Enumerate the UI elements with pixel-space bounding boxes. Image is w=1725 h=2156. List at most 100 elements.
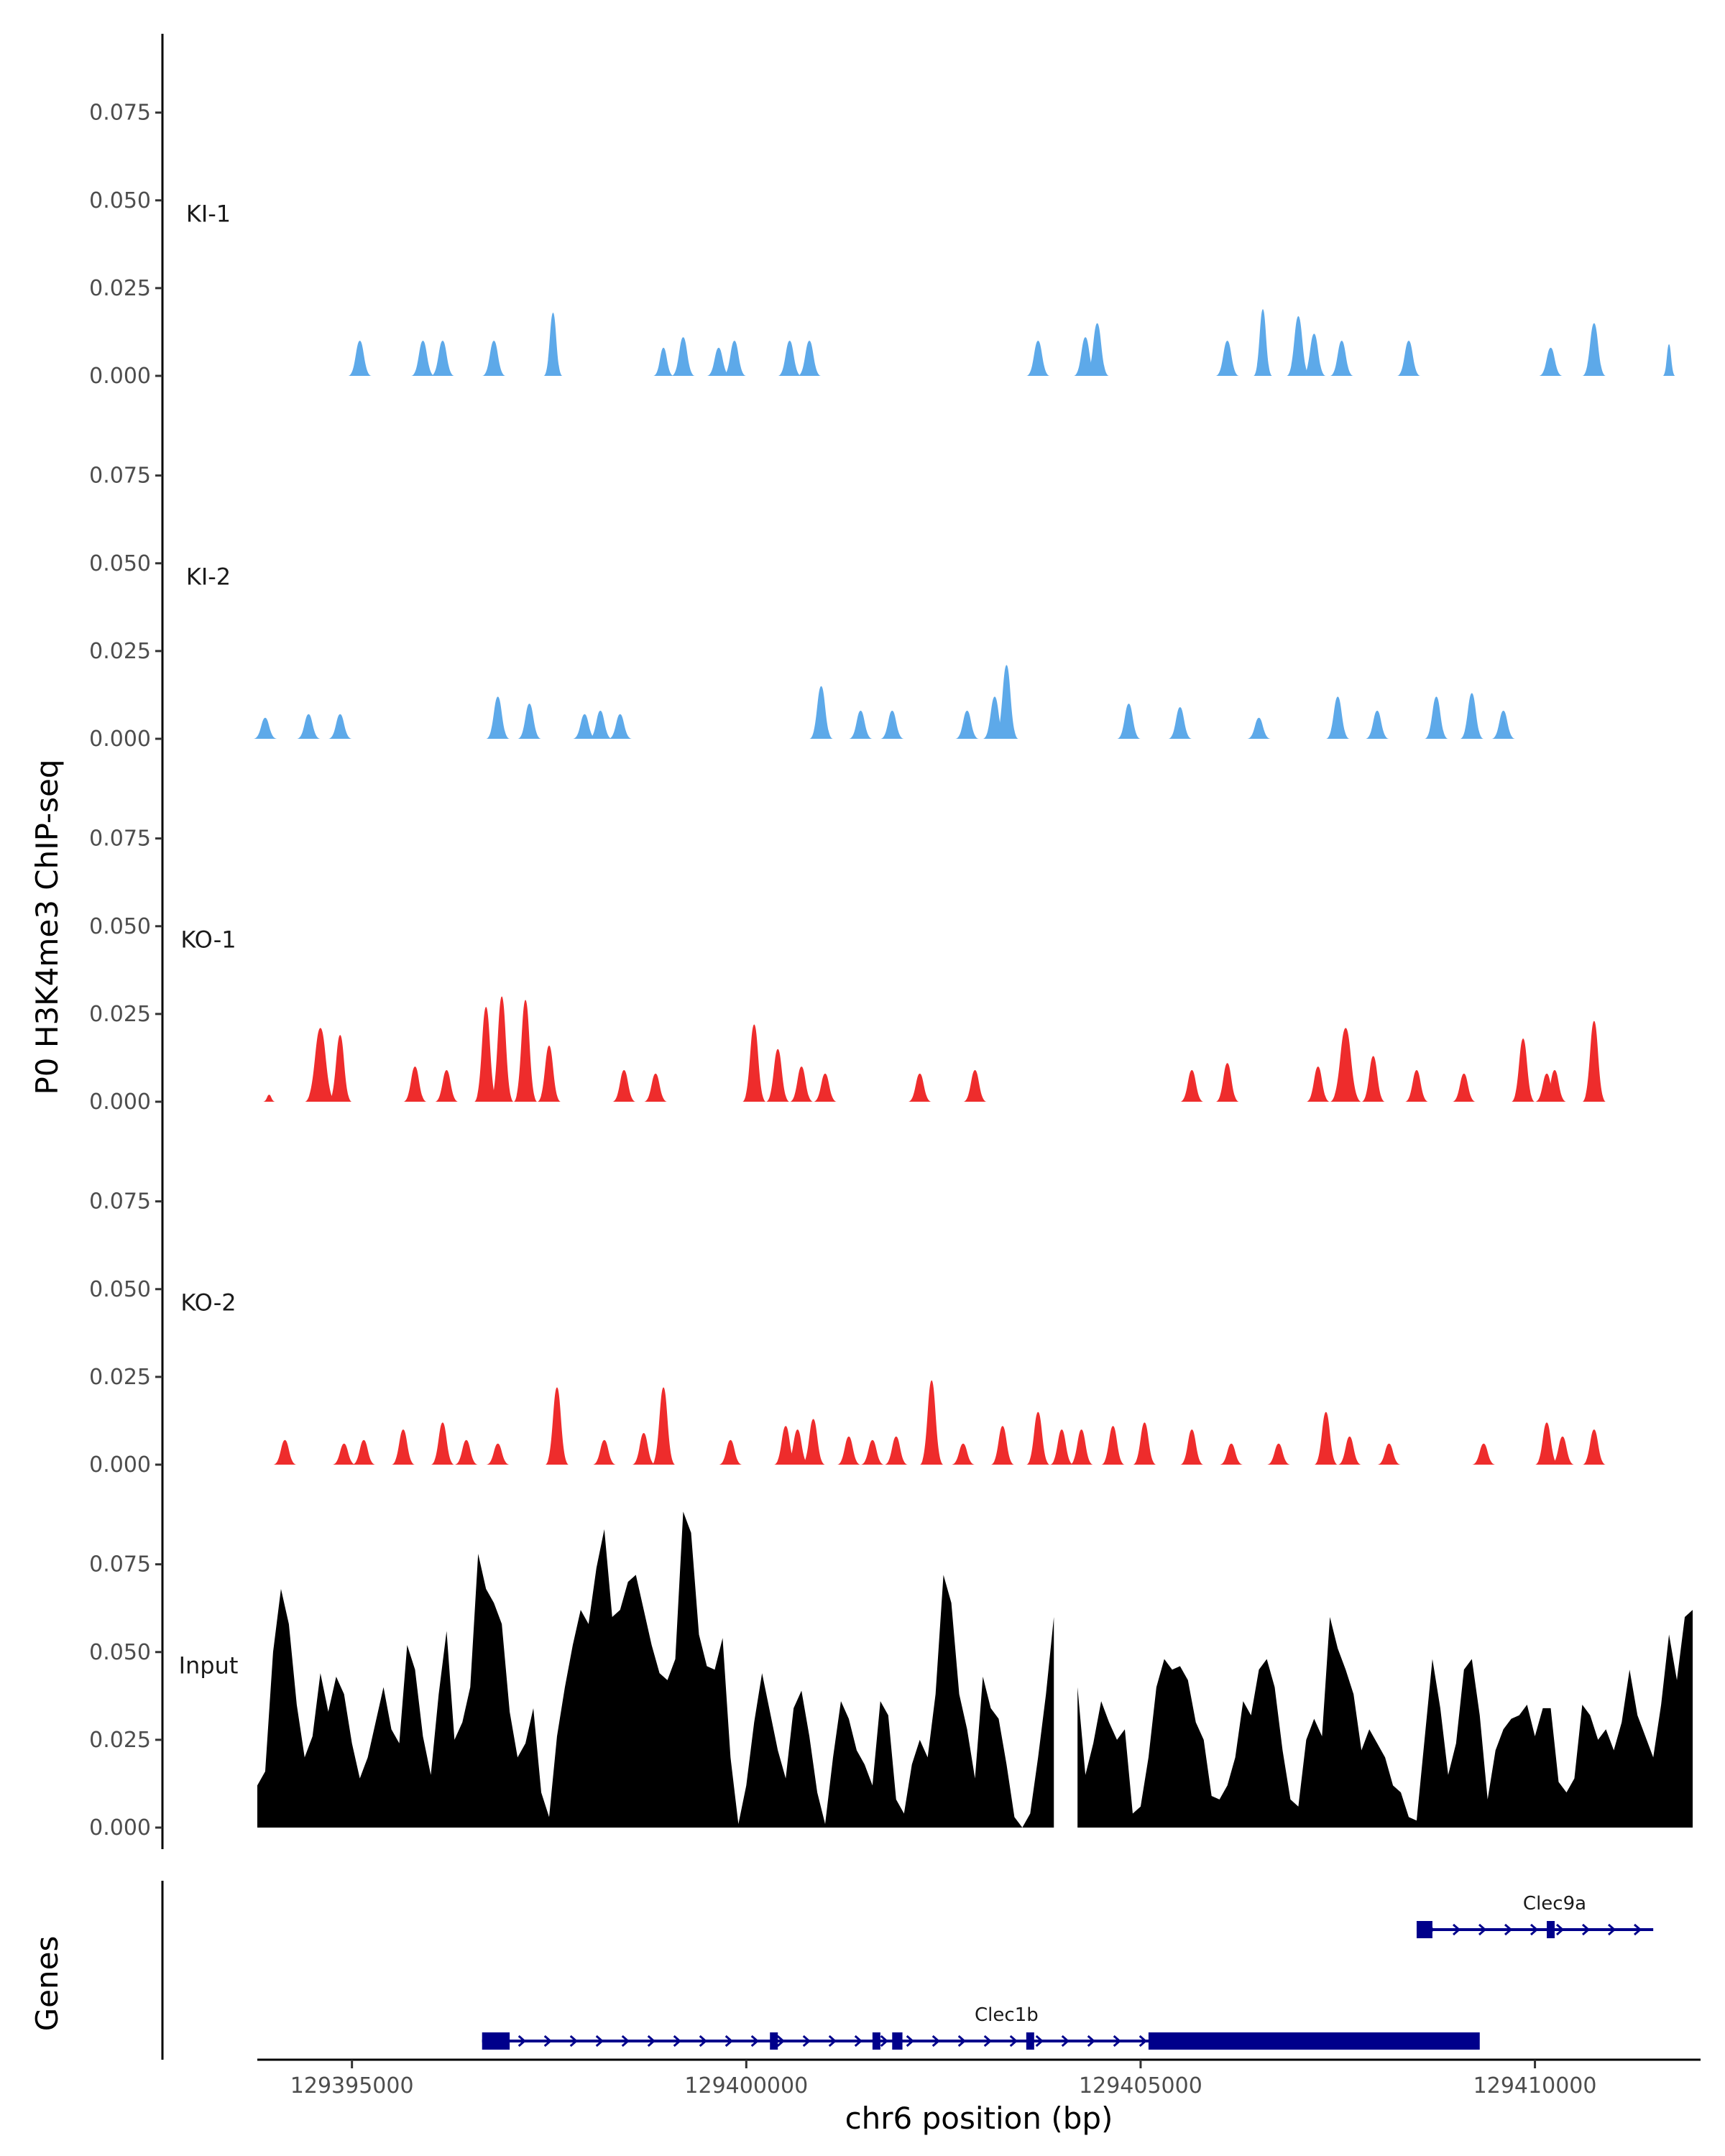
- peak: [486, 1443, 510, 1465]
- peak: [545, 1387, 569, 1465]
- strand-arrow: [595, 2035, 604, 2047]
- y-tick-label: 0.025: [89, 639, 151, 664]
- y-tick-label: 0.075: [89, 826, 151, 852]
- strand-arrow: [1061, 2035, 1070, 2047]
- strand-arrow: [569, 2035, 578, 2047]
- exon: [1547, 1921, 1555, 1938]
- peak: [671, 337, 695, 376]
- y-tick-label: 0.050: [89, 551, 151, 576]
- peak: [431, 1422, 455, 1465]
- peak: [1132, 1422, 1156, 1465]
- peak: [1302, 333, 1326, 376]
- track-ko-1: 0.000 0.025 0.050 0.075 KO-1: [89, 760, 1606, 1123]
- track-input: 0.000 0.025 0.050 0.075 Input: [89, 1485, 1693, 1849]
- peak: [262, 1095, 276, 1102]
- track-label: Input: [179, 1651, 239, 1679]
- peak: [1286, 315, 1310, 376]
- peak: [1511, 1038, 1535, 1102]
- peak: [332, 1443, 356, 1465]
- peak: [880, 710, 904, 739]
- peak: [1539, 347, 1563, 376]
- strand-arrow: [828, 2035, 837, 2047]
- peak: [1404, 1070, 1429, 1102]
- strand-arrow: [906, 2035, 914, 2047]
- peak: [328, 714, 352, 739]
- peak: [908, 1073, 932, 1102]
- exon: [892, 2032, 903, 2050]
- strand-arrow: [1607, 1923, 1616, 1936]
- peak: [1026, 1411, 1050, 1465]
- peak: [474, 1007, 498, 1102]
- peak: [1101, 1426, 1125, 1465]
- peak: [1085, 323, 1110, 376]
- peak: [1247, 717, 1271, 739]
- track-ki-2: 0.000 0.025 0.050 0.075 KI-2: [89, 397, 1516, 760]
- exon: [1148, 2032, 1480, 2050]
- peak: [837, 1436, 861, 1465]
- strand-arrow: [1113, 2035, 1121, 2047]
- strand-arrow: [1452, 1923, 1461, 1936]
- strand-arrow: [983, 2035, 992, 2047]
- strand-arrow: [880, 2035, 888, 2047]
- gene-clec9a: Clec9a: [1416, 1893, 1654, 1938]
- peak: [537, 1045, 561, 1102]
- track-label: KI-1: [186, 200, 231, 227]
- peak: [391, 1429, 415, 1465]
- peak: [434, 1070, 459, 1102]
- peak: [253, 717, 277, 739]
- peak: [1330, 341, 1354, 376]
- x-axis-title: chr6 position (bp): [845, 2101, 1113, 2136]
- peak: [431, 341, 455, 376]
- peak: [1325, 696, 1350, 739]
- strand-arrow: [1581, 1923, 1591, 1936]
- gene-label: Clec1b: [975, 2004, 1039, 2026]
- strand-arrow: [543, 2035, 552, 2047]
- peak: [1215, 1063, 1240, 1102]
- peak: [651, 1387, 676, 1465]
- y-tick-label: 0.025: [89, 1365, 151, 1390]
- peak: [797, 341, 822, 376]
- strand-arrow: [621, 2035, 630, 2047]
- coverage-area: [1077, 1610, 1693, 1828]
- exon: [872, 2032, 880, 2050]
- peak: [1582, 1021, 1606, 1102]
- y-tick-label: 0.075: [89, 1189, 151, 1215]
- strand-arrow: [854, 2035, 862, 2047]
- peak: [588, 710, 612, 739]
- y-tick-label: 0.025: [89, 1728, 151, 1753]
- peak: [1377, 1443, 1402, 1465]
- peak: [1168, 707, 1192, 739]
- peak: [643, 1073, 668, 1102]
- peak: [328, 1035, 352, 1102]
- y-tick-label: 0.000: [89, 1452, 151, 1478]
- peak: [1219, 1443, 1243, 1465]
- y-tick-label: 0.000: [89, 1815, 151, 1841]
- peak: [402, 1067, 427, 1102]
- y-tick-label: 0.025: [89, 1002, 151, 1027]
- peak: [765, 1049, 790, 1102]
- x-tick-label: 129405000: [1079, 2073, 1202, 2099]
- strand-arrow: [1633, 1923, 1642, 1936]
- peak: [1266, 1443, 1291, 1465]
- peak: [1330, 1028, 1362, 1102]
- peak: [1424, 696, 1448, 739]
- peak: [813, 1073, 837, 1102]
- strand-arrow: [750, 2035, 759, 2047]
- track-label: KO-1: [180, 926, 236, 953]
- strand-arrow: [673, 2035, 681, 2047]
- peak: [860, 1439, 885, 1465]
- peak: [1338, 1436, 1362, 1465]
- x-tick-label: 129400000: [684, 2073, 808, 2099]
- peak: [1535, 1422, 1559, 1465]
- peak: [707, 347, 731, 376]
- strand-arrow: [518, 2035, 526, 2047]
- peak: [990, 1426, 1015, 1465]
- peak: [1582, 1429, 1606, 1465]
- peak: [351, 1439, 376, 1465]
- peak: [348, 341, 372, 376]
- peak: [518, 704, 542, 739]
- peak: [722, 341, 747, 376]
- track-ko-2: 0.000 0.025 0.050 0.075 KO-2: [89, 1123, 1606, 1486]
- peak: [1306, 1067, 1330, 1102]
